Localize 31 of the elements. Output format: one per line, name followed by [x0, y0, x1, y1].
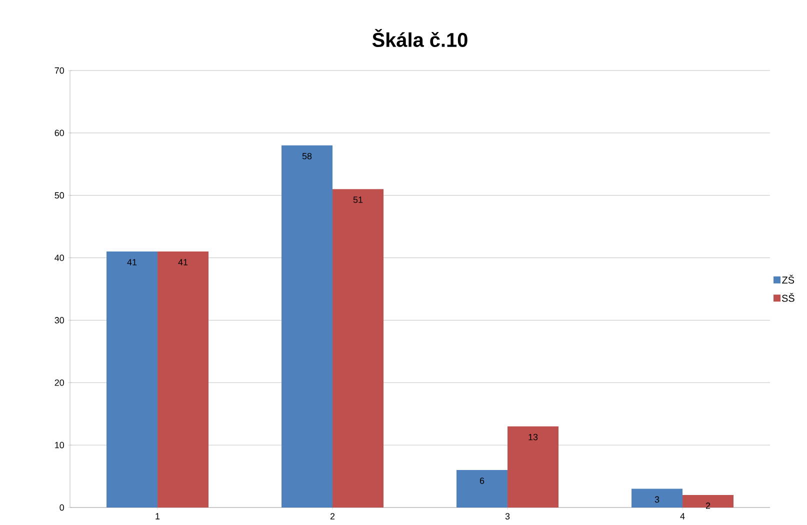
- bar: [508, 426, 559, 508]
- data-label: 58: [302, 152, 312, 160]
- y-tick-label: 10: [55, 442, 64, 448]
- y-tick-label: 30: [54, 317, 64, 324]
- bar: [106, 252, 158, 508]
- x-tick-label: 1: [156, 513, 160, 520]
- data-label: 6: [480, 478, 484, 484]
- bar: [158, 252, 209, 508]
- chart-title: Škála č.10: [372, 28, 468, 48]
- bar: [282, 145, 333, 508]
- legend-label: SŠ: [782, 292, 794, 302]
- data-label: 51: [353, 196, 363, 203]
- bar: [682, 495, 734, 508]
- data-label: 3: [654, 496, 660, 503]
- data-label: 13: [528, 434, 538, 440]
- y-tick-label: 40: [54, 254, 64, 261]
- bar: [332, 189, 384, 508]
- x-tick-label: 2: [330, 513, 335, 520]
- y-tick-label: 0: [60, 504, 64, 511]
- bar: [632, 488, 683, 508]
- y-tick-label: 70: [54, 67, 64, 74]
- data-label: 2: [706, 502, 710, 509]
- legend-label: ZŠ: [782, 274, 794, 284]
- data-label: 41: [178, 259, 188, 266]
- y-tick-label: 20: [54, 379, 64, 386]
- y-tick-label: 60: [54, 130, 64, 136]
- x-tick-label: 3: [505, 513, 510, 520]
- bar: [456, 470, 508, 508]
- data-label: 41: [127, 259, 137, 266]
- y-tick-label: 50: [54, 192, 64, 199]
- x-tick-label: 4: [680, 513, 685, 520]
